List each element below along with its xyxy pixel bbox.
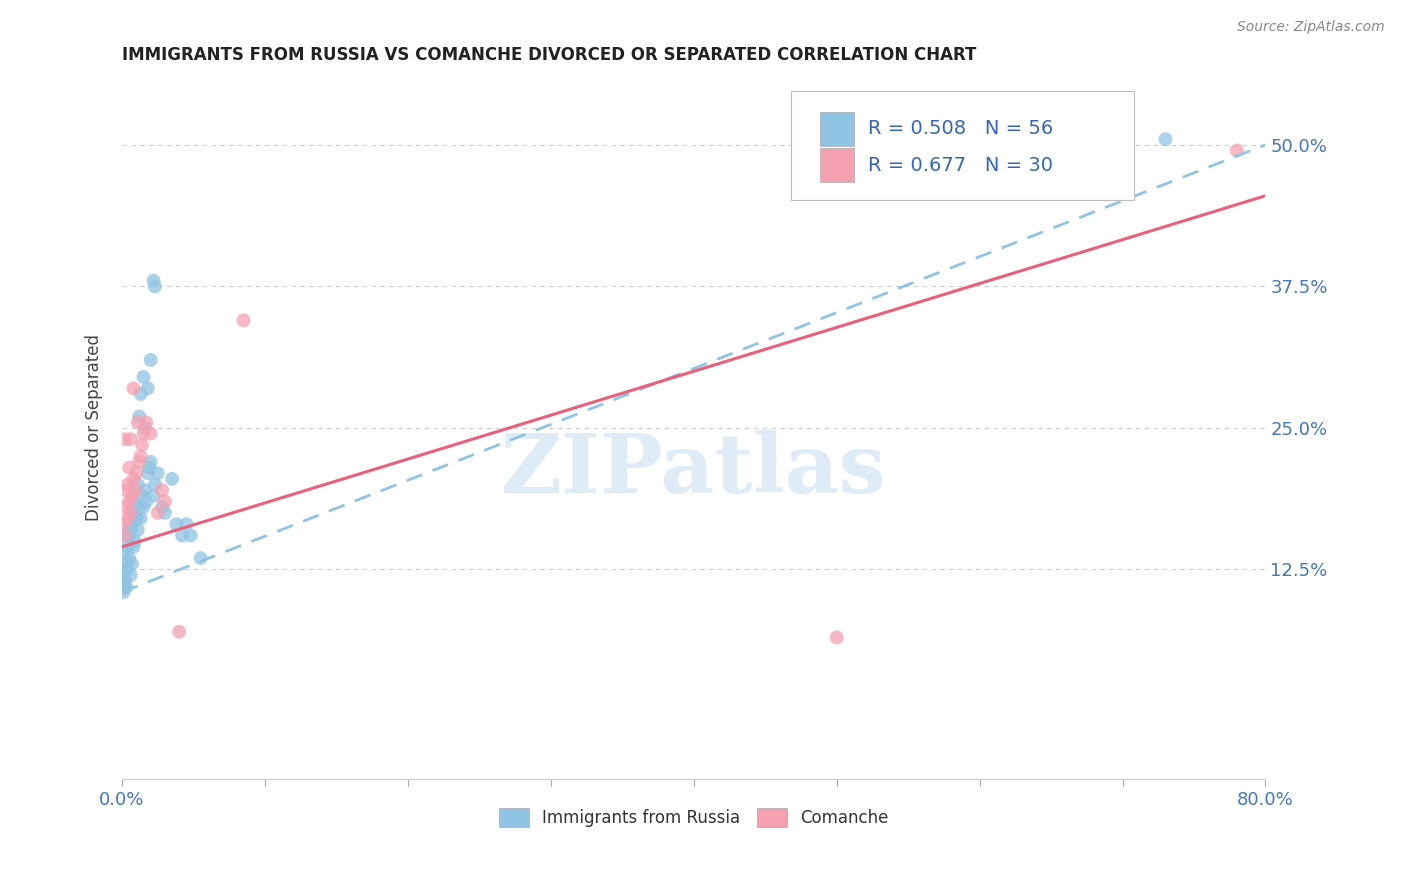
Point: [115, 579, 138, 593]
Point: [122, 506, 145, 520]
Text: R = 0.508   N = 56: R = 0.508 N = 56: [868, 120, 1053, 138]
Point: [114, 432, 136, 446]
Point: [825, 631, 848, 645]
Point: [117, 528, 139, 542]
Point: [125, 511, 148, 525]
Point: [114, 582, 136, 596]
Y-axis label: Divorced or Separated: Divorced or Separated: [86, 334, 103, 522]
Point: [139, 455, 162, 469]
Point: [167, 624, 190, 639]
Point: [132, 370, 155, 384]
Point: [142, 274, 165, 288]
Point: [121, 517, 143, 532]
Point: [121, 557, 143, 571]
Point: [190, 551, 212, 566]
Point: [176, 517, 198, 532]
Point: [118, 460, 141, 475]
Point: [136, 466, 159, 480]
Point: [128, 409, 150, 424]
Point: [135, 415, 157, 429]
FancyBboxPatch shape: [820, 112, 853, 145]
Text: IMMIGRANTS FROM RUSSIA VS COMANCHE DIVORCED OR SEPARATED CORRELATION CHART: IMMIGRANTS FROM RUSSIA VS COMANCHE DIVOR…: [122, 46, 976, 64]
Point: [114, 562, 136, 576]
Point: [117, 477, 139, 491]
Point: [134, 483, 156, 498]
Point: [232, 313, 254, 327]
Point: [120, 568, 142, 582]
Point: [122, 381, 145, 395]
Point: [118, 494, 141, 508]
Point: [125, 466, 148, 480]
Point: [129, 449, 152, 463]
Point: [112, 570, 135, 584]
Point: [114, 528, 136, 542]
Point: [146, 506, 169, 520]
Point: [129, 511, 152, 525]
Point: [138, 460, 160, 475]
Point: [142, 489, 165, 503]
Point: [136, 381, 159, 395]
Point: [118, 528, 141, 542]
Point: [172, 528, 194, 542]
Point: [143, 477, 166, 491]
Point: [117, 540, 139, 554]
Point: [121, 489, 143, 503]
Text: Source: ZipAtlas.com: Source: ZipAtlas.com: [1237, 20, 1385, 34]
Point: [131, 438, 153, 452]
Point: [139, 353, 162, 368]
Point: [153, 494, 176, 508]
Point: [117, 511, 139, 525]
Point: [120, 432, 142, 446]
Point: [118, 551, 141, 566]
Point: [115, 545, 138, 559]
Point: [115, 557, 138, 571]
Point: [160, 472, 183, 486]
Point: [122, 472, 145, 486]
Legend: Immigrants from Russia, Comanche: Immigrants from Russia, Comanche: [492, 801, 896, 834]
Point: [132, 426, 155, 441]
Point: [124, 494, 146, 508]
Point: [124, 483, 146, 498]
Point: [165, 517, 187, 532]
Point: [114, 574, 136, 588]
Point: [139, 426, 162, 441]
Point: [1154, 132, 1177, 146]
Point: [1226, 144, 1249, 158]
Point: [127, 523, 149, 537]
Point: [112, 577, 135, 591]
Point: [150, 483, 173, 498]
Point: [122, 540, 145, 554]
Point: [146, 466, 169, 480]
Point: [132, 500, 155, 515]
Point: [129, 387, 152, 401]
Point: [127, 477, 149, 491]
Text: ZIPatlas: ZIPatlas: [501, 430, 887, 510]
Text: R = 0.677   N = 30: R = 0.677 N = 30: [868, 156, 1053, 175]
Point: [180, 528, 202, 542]
Point: [127, 415, 149, 429]
Point: [131, 489, 153, 503]
Point: [153, 506, 176, 520]
Point: [128, 455, 150, 469]
Point: [120, 523, 142, 537]
Point: [143, 279, 166, 293]
Point: [150, 500, 173, 515]
Point: [125, 511, 148, 525]
Point: [112, 517, 135, 532]
Point: [115, 483, 138, 498]
Point: [128, 500, 150, 515]
FancyBboxPatch shape: [792, 91, 1135, 200]
Point: [112, 585, 135, 599]
Point: [117, 562, 139, 576]
FancyBboxPatch shape: [820, 148, 853, 182]
Point: [120, 506, 142, 520]
Point: [135, 494, 157, 508]
Point: [134, 421, 156, 435]
Point: [118, 523, 141, 537]
Point: [124, 534, 146, 549]
Point: [115, 500, 138, 515]
